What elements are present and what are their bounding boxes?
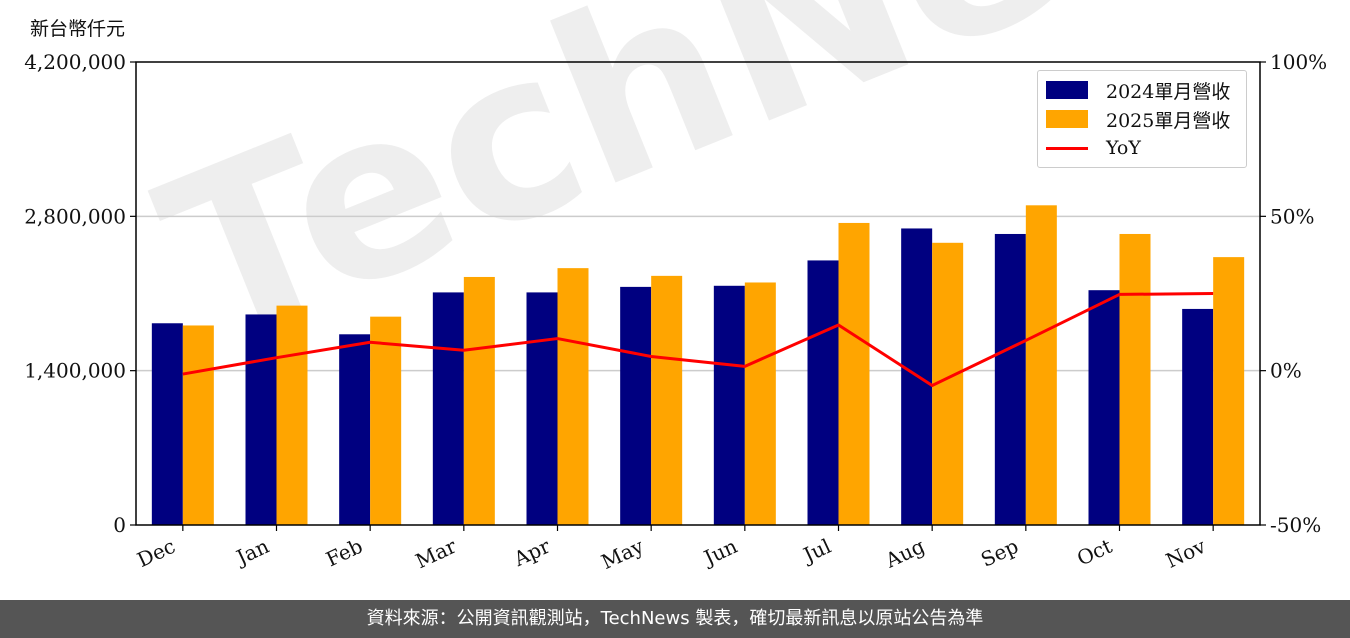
legend-swatch-2025: [1046, 110, 1088, 128]
bar-2024-jun: [713, 285, 745, 525]
bar-2025-jul: [838, 222, 870, 525]
legend-swatch-2024: [1046, 81, 1088, 99]
bar-2025-sep: [1025, 205, 1057, 526]
bar-2024-jan: [245, 314, 277, 525]
y-right-tick-label: 0%: [1270, 359, 1302, 383]
bar-2025-apr: [557, 268, 589, 525]
x-tick-label-aug: Aug: [881, 534, 929, 573]
x-tick-label-mar: Mar: [412, 534, 461, 574]
y-right-tick-label: 50%: [1270, 204, 1314, 228]
x-tick-label-oct: Oct: [1073, 534, 1115, 571]
source-footer: 資料來源：公開資訊觀測站，TechNews 製表，確切最新訊息以原站公告為準: [0, 600, 1350, 638]
bar-2025-jan: [276, 305, 308, 525]
y-tick-label: 2,800,000: [24, 204, 126, 228]
legend-label-2025: 2025單月營收: [1106, 109, 1231, 132]
legend-item-yoy: YoY: [1046, 135, 1141, 161]
y-tick-label: 1,400,000: [24, 359, 126, 383]
bar-2024-jul: [807, 260, 839, 525]
x-tick-label-jun: Jun: [698, 534, 741, 571]
bar-2025-oct: [1119, 233, 1151, 525]
legend-item-2025: 2025單月營收: [1046, 106, 1230, 132]
bar-2024-may: [620, 286, 652, 525]
legend-item-2024: 2024單月營收: [1046, 77, 1230, 103]
bar-2024-dec: [151, 323, 183, 525]
bar-2025-mar: [463, 276, 495, 525]
x-tick-label-nov: Nov: [1162, 533, 1210, 572]
x-tick-label-may: May: [598, 533, 648, 574]
bar-2025-nov: [1213, 257, 1245, 525]
bar-2025-jun: [744, 282, 776, 525]
y-axis-unit-label: 新台幣仟元: [30, 18, 126, 40]
y-tick-label: 4,200,000: [24, 50, 126, 74]
bar-2025-dec: [182, 325, 214, 525]
x-tick-label-dec: Dec: [133, 534, 179, 572]
yoy-line: [182, 292, 1214, 387]
plot-frame: [135, 61, 1261, 526]
bar-2024-nov: [1182, 308, 1214, 525]
legend-label-2024: 2024單月營收: [1106, 80, 1231, 103]
bar-2024-mar: [432, 292, 464, 525]
bar-2024-oct: [1088, 290, 1120, 525]
y-right-tick-label: -50%: [1270, 513, 1321, 537]
legend-label-yoy: YoY: [1106, 137, 1141, 159]
y-tick-label: 0: [113, 513, 126, 537]
bar-2024-sep: [994, 233, 1026, 525]
x-tick-label-feb: Feb: [322, 534, 366, 572]
x-tick-label-sep: Sep: [977, 534, 1022, 572]
legend: 2024單月營收 2025單月營收 YoY: [1037, 70, 1247, 168]
bar-2025-may: [651, 275, 683, 525]
x-tick-label-apr: Apr: [509, 534, 554, 572]
bar-2024-feb: [339, 334, 371, 525]
bar-2024-apr: [526, 292, 558, 525]
legend-line-yoy: [1046, 146, 1088, 150]
bar-2025-feb: [370, 316, 402, 525]
x-tick-label-jul: Jul: [798, 534, 835, 568]
y-right-tick-label: 100%: [1270, 50, 1327, 74]
x-tick-label-jan: Jan: [231, 534, 273, 571]
revenue-chart: 0 1,400,000 2,800,000 4,200,000 -50% 0% 50% 100…: [24, 50, 1327, 574]
